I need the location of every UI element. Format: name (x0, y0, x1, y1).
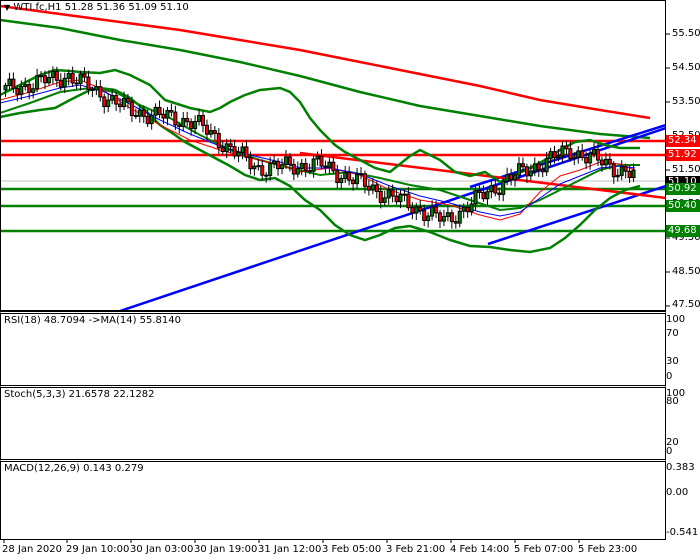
rsi-y-tick: 0 (666, 371, 673, 382)
candlesticks (3, 66, 636, 229)
macd-title: MACD(12,26,9) 0.143 0.279 (4, 463, 144, 474)
stoch-title: Stoch(5,3,3) 21.6578 22.1282 (4, 389, 155, 400)
y-tick: 54.50 (672, 62, 700, 73)
rsi-y-tick: 30 (666, 356, 679, 367)
x-tick: 4 Feb 14:00 (450, 544, 510, 555)
y-tick: 55.50 (672, 28, 700, 39)
x-tick: 31 Jan 12:00 (258, 544, 322, 555)
y-tick: 48.50 (672, 266, 700, 277)
channel-lower (487, 185, 665, 246)
stoch-pane[interactable] (0, 385, 666, 460)
price-tag-52-34: 52.34 (666, 135, 700, 147)
x-tick: 29 Jan 10:00 (66, 544, 130, 555)
stoch-y-tick: 80 (666, 396, 679, 407)
rsi-y-tick: 100 (666, 314, 686, 325)
macd-pane[interactable] (0, 459, 666, 540)
macd-y-tick: -0.541 (666, 527, 699, 538)
x-tick: 30 Jan 19:00 (194, 544, 258, 555)
price-tag-50-92: 50.92 (666, 183, 700, 195)
price-tag-51-92: 51.92 (666, 149, 700, 161)
x-tick: 5 Feb 07:00 (514, 544, 574, 555)
bollinger-middle (1, 86, 640, 212)
fast-ma-blue (1, 84, 636, 217)
y-tick: 49.50 (672, 232, 700, 243)
stoch-y-tick: 0 (666, 446, 673, 457)
y-tick: 53.50 (672, 96, 700, 107)
rsi-pane[interactable] (0, 311, 666, 386)
x-tick: 30 Jan 03:00 (130, 544, 194, 555)
ma100-line (1, 18, 651, 140)
price-tag-49-68: 49.68 (666, 225, 700, 237)
main-title-text: WTI.fc,H1 51.28 51.36 51.09 51.10 (13, 2, 189, 13)
collapse-triangle-icon[interactable]: ▼ (4, 3, 11, 12)
macd-y-tick: 0.383 (666, 462, 695, 473)
y-tick: 47.50 (672, 299, 700, 310)
price-tag-50-40: 50.40 (666, 200, 700, 212)
macd-y-tick: 0.00 (666, 487, 689, 498)
rsi-y-tick: 70 (666, 328, 679, 339)
main-chart-title: ▼ WTI.fc,H1 51.28 51.36 51.09 51.10 (4, 2, 189, 13)
rsi-title: RSI(18) 48.7094 ->MA(14) 55.8140 (4, 315, 181, 326)
stoch-y-tick: 20 (666, 437, 679, 448)
stoch-y-tick: 100 (666, 388, 686, 399)
ma200-line (1, 4, 651, 120)
x-tick: 3 Feb 21:00 (386, 544, 446, 555)
main-y-axis-ticks (666, 33, 670, 307)
x-tick: 28 Jan 2020 (2, 544, 62, 555)
y-tick: 51.50 (672, 164, 700, 175)
x-tick: 3 Feb 05:00 (322, 544, 382, 555)
x-tick: 5 Feb 23:00 (578, 544, 638, 555)
